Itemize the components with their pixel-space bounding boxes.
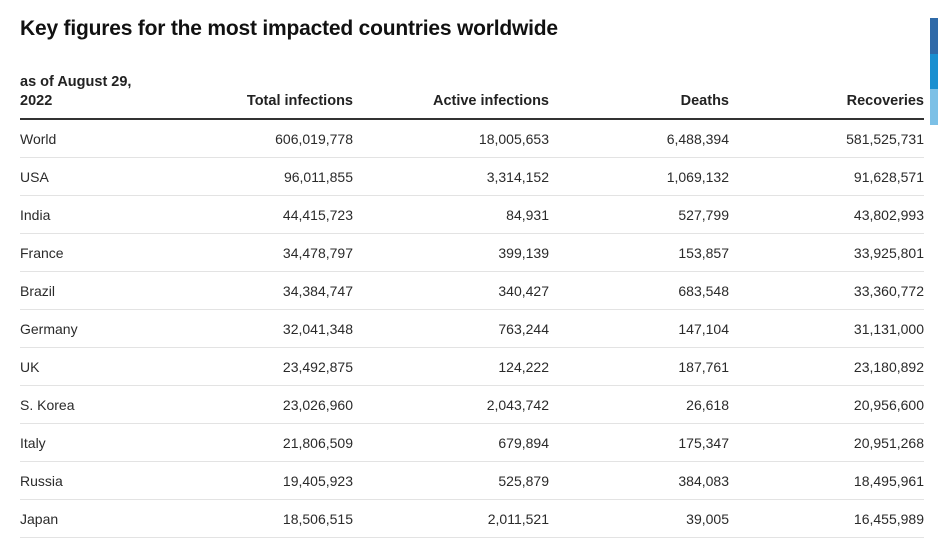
table-cell: 44,415,723: [160, 195, 353, 234]
table-cell: 43,802,993: [729, 195, 924, 234]
table-cell: 1,069,132: [549, 157, 729, 196]
table-cell: 20,951,268: [729, 423, 924, 462]
table-cell: 18,005,653: [353, 119, 549, 158]
row-country-name: USA: [20, 157, 160, 196]
table-cell: 34,384,747: [160, 271, 353, 310]
table-cell: 34,478,797: [160, 233, 353, 272]
table-cell: 581,525,731: [729, 119, 924, 158]
table-cell: 39,005: [549, 499, 729, 538]
row-country-name: France: [20, 233, 160, 272]
table-cell: 31,131,000: [729, 309, 924, 348]
column-header-deaths: Deaths: [549, 72, 729, 120]
table-cell: 23,180,892: [729, 347, 924, 386]
table-cell: 18,495,961: [729, 461, 924, 500]
row-country-name: Japan: [20, 499, 160, 538]
table-row: Russia 19,405,923 525,879 384,083 18,495,961: [20, 461, 924, 500]
table-cell: 21,806,509: [160, 423, 353, 462]
table-cell: 124,222: [353, 347, 549, 386]
row-country-name: UK: [20, 347, 160, 386]
column-header-recoveries: Recoveries: [729, 72, 924, 120]
table-cell: 26,618: [549, 385, 729, 424]
row-country-name: India: [20, 195, 160, 234]
table-row: UK 23,492,875 124,222 187,761 23,180,892: [20, 347, 924, 386]
chart-title: Key figures for the most impacted countr…: [20, 17, 558, 40]
table-cell: 2,043,742: [353, 385, 549, 424]
table-cell: 20,956,600: [729, 385, 924, 424]
table-cell: 527,799: [549, 195, 729, 234]
row-country-name: Brazil: [20, 271, 160, 310]
table-body: World 606,019,778 18,005,653 6,488,394 581,5…: [20, 119, 924, 538]
table-row: World 606,019,778 18,005,653 6,488,394 581,5…: [20, 119, 924, 158]
data-table: as of August 29, 2022 Total infections A…: [20, 72, 924, 538]
table-cell: 32,041,348: [160, 309, 353, 348]
table-row: Brazil 34,384,747 340,427 683,548 33,360,772: [20, 271, 924, 310]
table-cell: 175,347: [549, 423, 729, 462]
scroll-indicator[interactable]: [930, 18, 938, 126]
table-header-row: as of August 29, 2022 Total infections A…: [20, 72, 924, 120]
table-cell: 763,244: [353, 309, 549, 348]
table-cell: 679,894: [353, 423, 549, 462]
indicator-segment-1: [930, 18, 938, 54]
column-header-total-infections: Total infections: [160, 72, 353, 120]
table-cell: 33,925,801: [729, 233, 924, 272]
table-cell: 6,488,394: [549, 119, 729, 158]
row-country-name: Russia: [20, 461, 160, 500]
table-row: USA 96,011,855 3,314,152 1,069,132 91,628,57…: [20, 157, 924, 196]
table-cell: 525,879: [353, 461, 549, 500]
row-country-name: Italy: [20, 423, 160, 462]
table-cell: 23,492,875: [160, 347, 353, 386]
table-cell: 147,104: [549, 309, 729, 348]
table-cell: 23,026,960: [160, 385, 353, 424]
table-cell: 33,360,772: [729, 271, 924, 310]
table-cell: 187,761: [549, 347, 729, 386]
table-cell: 2,011,521: [353, 499, 549, 538]
date-header: as of August 29, 2022: [20, 72, 160, 120]
indicator-segment-2: [930, 53, 938, 90]
table-row: France 34,478,797 399,139 153,857 33,925,801: [20, 233, 924, 272]
table-cell: 683,548: [549, 271, 729, 310]
column-header-active-infections: Active infections: [353, 72, 549, 120]
table-cell: 399,139: [353, 233, 549, 272]
row-country-name: S. Korea: [20, 385, 160, 424]
table-cell: 91,628,571: [729, 157, 924, 196]
row-country-name: Germany: [20, 309, 160, 348]
table-cell: 606,019,778: [160, 119, 353, 158]
table-cell: 19,405,923: [160, 461, 353, 500]
table-cell: 384,083: [549, 461, 729, 500]
table-cell: 3,314,152: [353, 157, 549, 196]
table-row: S. Korea 23,026,960 2,043,742 26,618 20,956,…: [20, 385, 924, 424]
table-row: Italy 21,806,509 679,894 175,347 20,951,268: [20, 423, 924, 462]
table-row: Japan 18,506,515 2,011,521 39,005 16,455,989: [20, 499, 924, 538]
table-cell: 340,427: [353, 271, 549, 310]
row-country-name: World: [20, 119, 160, 158]
table-cell: 153,857: [549, 233, 729, 272]
table-cell: 84,931: [353, 195, 549, 234]
table-cell: 18,506,515: [160, 499, 353, 538]
table-row: India 44,415,723 84,931 527,799 43,802,993: [20, 195, 924, 234]
indicator-segment-3: [930, 89, 938, 126]
table-cell: 96,011,855: [160, 157, 353, 196]
table-row: Germany 32,041,348 763,244 147,104 31,131,00…: [20, 309, 924, 348]
table-cell: 16,455,989: [729, 499, 924, 538]
